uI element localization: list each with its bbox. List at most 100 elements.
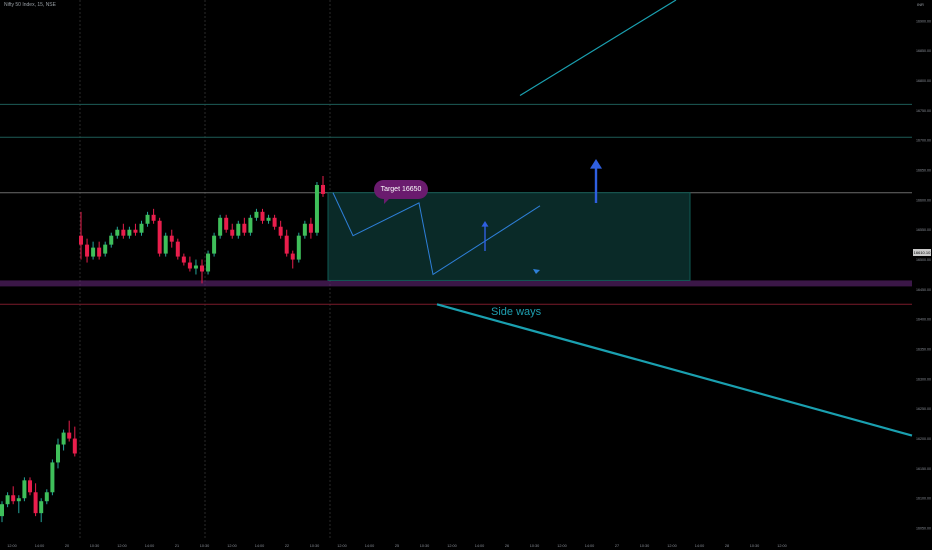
upper-candle-39[interactable] — [308, 223, 313, 233]
upper-candle-30[interactable] — [254, 211, 259, 218]
time-tick-15: 25 — [395, 544, 399, 548]
lower-candle-7[interactable] — [33, 492, 38, 514]
time-tick-10: 14:00 — [255, 544, 265, 548]
price-tick-9: 16500.00 — [916, 258, 931, 262]
lower-candle-13[interactable] — [67, 432, 72, 439]
upper-candle-27[interactable] — [236, 223, 241, 236]
time-tick-11: 22 — [285, 544, 289, 548]
upper-candle-12[interactable] — [145, 214, 150, 224]
time-tick-27: 28 — [725, 544, 729, 548]
time-tick-26: 14:00 — [695, 544, 705, 548]
upper-candle-14[interactable] — [157, 220, 162, 254]
upper-candle-26[interactable] — [230, 229, 235, 236]
upper-candle-34[interactable] — [278, 226, 283, 236]
upper-candle-5[interactable] — [103, 244, 108, 254]
upper-candle-13[interactable] — [151, 214, 156, 221]
sideways-range-box[interactable] — [327, 192, 691, 281]
lower-candle-11[interactable] — [56, 444, 60, 463]
symbol-title: Nifty 50 Index, 15, NSE — [4, 2, 56, 8]
upper-candle-9[interactable] — [127, 229, 132, 236]
upper-candle-3[interactable] — [91, 247, 96, 257]
lower-candle-2[interactable] — [5, 495, 10, 505]
time-tick-16: 10:30 — [420, 544, 430, 548]
time-tick-29: 12:00 — [777, 544, 787, 548]
time-tick-8: 10:30 — [200, 544, 210, 548]
upper-candle-19[interactable] — [187, 262, 192, 269]
support-zone[interactable] — [0, 280, 912, 287]
price-tick-3: 16800.00 — [916, 79, 931, 83]
upper-candle-41[interactable] — [321, 184, 325, 194]
upper-candle-21[interactable] — [200, 265, 204, 272]
time-tick-18: 14:00 — [475, 544, 485, 548]
lower-candle-12[interactable] — [61, 432, 66, 445]
upper-candle-18[interactable] — [181, 256, 186, 263]
large-up-arrow-head — [590, 159, 602, 169]
upper-candle-28[interactable] — [242, 223, 247, 233]
current-price-badge: 16610.10 — [913, 249, 931, 256]
large-up-arrow[interactable] — [590, 159, 602, 203]
time-tick-25: 12:00 — [667, 544, 677, 548]
upper-candle-20[interactable] — [193, 265, 198, 269]
target-callout[interactable]: Target 16650 — [374, 180, 428, 204]
upper-candle-23[interactable] — [212, 235, 217, 254]
price-tick-8: 16550.00 — [916, 228, 931, 232]
price-tick-6: 16650.00 — [916, 169, 931, 173]
lower-candle-8[interactable] — [39, 501, 44, 514]
upper-candle-10[interactable] — [133, 229, 138, 233]
downtrend-line[interactable] — [436, 303, 913, 437]
lower-candle-3[interactable] — [11, 495, 16, 502]
lower-candle-1[interactable] — [0, 504, 4, 517]
upper-candle-17[interactable] — [175, 241, 180, 257]
lower-candle-5[interactable] — [22, 480, 27, 499]
upper-candle-1[interactable] — [79, 235, 83, 245]
small-up-arrow-head — [481, 221, 489, 227]
upper-candle-2[interactable] — [85, 244, 90, 257]
time-tick-13: 12:00 — [337, 544, 347, 548]
lower-candle-4[interactable] — [16, 498, 21, 502]
upper-candle-6[interactable] — [109, 235, 114, 245]
upper-candle-33[interactable] — [272, 217, 277, 227]
time-tick-19: 26 — [505, 544, 509, 548]
small-up-arrow[interactable] — [481, 221, 489, 251]
side-ways-label: Side ways — [491, 306, 542, 318]
upper-candle-4[interactable] — [97, 247, 102, 257]
upper-candle-15[interactable] — [163, 235, 168, 254]
upper-candle-7[interactable] — [115, 229, 120, 236]
lower-candle-10[interactable] — [50, 462, 55, 493]
time-tick-24: 10:30 — [640, 544, 650, 548]
sideways-path-arrowhead — [533, 269, 540, 274]
upper-candle-11[interactable] — [139, 223, 144, 233]
upper-candle-32[interactable] — [266, 217, 271, 221]
upper-candle-8[interactable] — [121, 229, 126, 236]
price-tick-15: 16200.00 — [916, 437, 931, 441]
price-tick-13: 16300.00 — [916, 377, 931, 381]
price-tick-14: 16250.00 — [916, 407, 931, 411]
upper-candle-25[interactable] — [224, 217, 229, 230]
lower-candle-6[interactable] — [28, 480, 32, 493]
sideways-path[interactable] — [332, 192, 541, 276]
upper-candle-40[interactable] — [314, 184, 319, 233]
price-tick-11: 16400.00 — [916, 318, 931, 322]
upper-candle-38[interactable] — [302, 223, 307, 236]
time-tick-17: 12:00 — [447, 544, 457, 548]
upper-candle-16[interactable] — [169, 235, 174, 242]
uptrend-line[interactable] — [519, 0, 677, 96]
upper-candle-35[interactable] — [284, 235, 289, 254]
lower-candle-14[interactable] — [72, 438, 77, 454]
time-tick-21: 12:00 — [557, 544, 567, 548]
upper-candle-37[interactable] — [296, 235, 301, 260]
lower-candle-9[interactable] — [44, 492, 49, 502]
upper-candle-31[interactable] — [260, 211, 265, 221]
upper-candle-36[interactable] — [290, 253, 295, 260]
upper-candle-24[interactable] — [218, 217, 223, 236]
time-tick-14: 14:00 — [365, 544, 375, 548]
time-tick-20: 10:30 — [530, 544, 540, 548]
target-callout-text: Target 16650 — [380, 186, 422, 193]
time-tick-12: 10:30 — [310, 544, 320, 548]
upper-candle-22[interactable] — [206, 253, 211, 272]
currency-label: INR — [917, 2, 924, 7]
price-tick-5: 16700.00 — [916, 139, 931, 143]
upper-candle-29[interactable] — [248, 217, 253, 233]
time-tick-23: 27 — [615, 544, 619, 548]
